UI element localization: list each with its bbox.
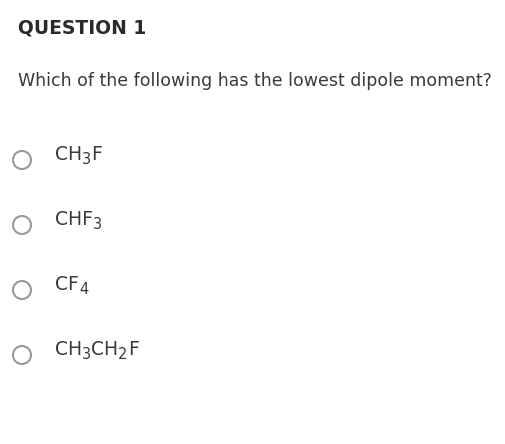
Text: 2: 2 — [118, 347, 127, 362]
Text: CH: CH — [55, 145, 82, 164]
Text: F: F — [127, 340, 138, 359]
Text: CF: CF — [55, 275, 79, 294]
Text: QUESTION 1: QUESTION 1 — [18, 18, 146, 37]
Text: 3: 3 — [93, 217, 102, 232]
Text: Which of the following has the lowest dipole moment?: Which of the following has the lowest di… — [18, 72, 491, 90]
Text: 3: 3 — [82, 152, 91, 167]
Text: F: F — [91, 145, 102, 164]
Text: CHF: CHF — [55, 210, 93, 229]
Text: CH: CH — [55, 340, 82, 359]
Text: 3: 3 — [82, 347, 91, 362]
Text: CH: CH — [91, 340, 118, 359]
Text: 4: 4 — [79, 282, 88, 297]
